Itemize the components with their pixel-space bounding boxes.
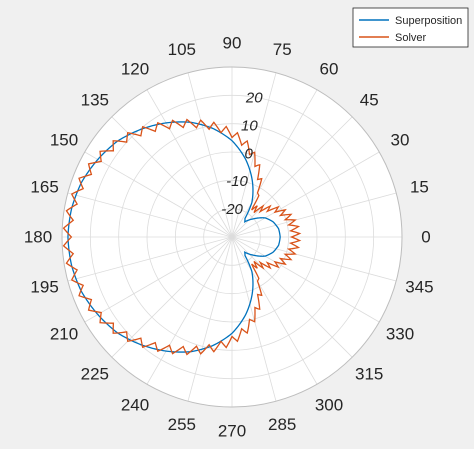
series-group [62,118,302,356]
theta-tick-label: 60 [320,60,339,79]
r-gridline [203,208,261,266]
theta-tick-label: 45 [360,90,379,109]
theta-tick-label: 180 [24,228,52,247]
r-gridline [174,179,290,295]
legend-label-superposition: Superposition [395,15,462,27]
theta-tick-label: 210 [50,325,78,344]
series-line-superposition [67,121,281,353]
r-tick-label: 20 [245,90,263,107]
theta-tick-label: 255 [168,415,196,434]
theta-tick-label: 105 [168,40,196,59]
r-tick-label: 0 [244,145,253,162]
r-tick-label: -10 [226,173,248,190]
theta-tick-label: 90 [223,34,242,53]
theta-tick-label: 225 [81,365,109,384]
theta-tick-label: 240 [121,396,149,415]
polar-axes [61,66,403,408]
theta-tick-label: 135 [81,90,109,109]
legend: Superposition Solver [352,7,469,48]
theta-tick-label: 315 [355,365,383,384]
series-line-solver [62,118,302,356]
r-tick-label: -20 [221,201,243,218]
r-gridline [118,123,346,351]
theta-tick-label: 150 [50,131,78,150]
theta-tick-label: 0 [421,228,430,247]
theta-tick-label: 330 [386,325,414,344]
legend-box [352,7,469,48]
r-tick-label: 10 [241,117,258,134]
theta-tick-label: 300 [315,396,343,415]
theta-tick-label: 345 [405,278,433,297]
theta-tick-label: 270 [218,422,246,441]
polar-outer-ring [61,66,403,408]
theta-tick-label: 30 [391,131,410,150]
tick-labels: 0 15 30 45 60 75 90 105 120 135 150 165 180 195 210 225… [24,34,434,441]
r-gridline [146,151,318,323]
theta-tick-label: 285 [268,415,296,434]
theta-tick-label: 75 [273,40,292,59]
theta-tick-label: 15 [410,177,429,196]
theta-tick-label: 165 [30,177,58,196]
theta-tick-label: 120 [121,60,149,79]
r-gridline [89,94,375,380]
legend-label-solver: Solver [395,32,427,44]
theta-tick-label: 195 [30,278,58,297]
